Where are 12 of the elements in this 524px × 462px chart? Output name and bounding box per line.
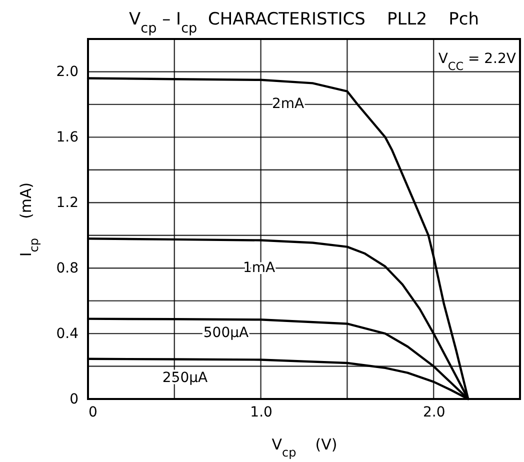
- chart-title: V$_{cp}$ – I$_{cp}$ CHARACTERISTICS PLL2 Pch: [128, 9, 480, 36]
- annotation: V$_{CC}$ = 2.2V: [438, 51, 516, 72]
- x-tick-label: 1.0: [250, 404, 272, 420]
- y-tick-label: 0: [70, 392, 78, 408]
- text: V$_{cp}$ (V): [272, 436, 338, 460]
- x-tick-label: 2.0: [422, 404, 446, 420]
- y-tick-label: 0.4: [56, 326, 79, 342]
- x-tick-label: 0: [88, 404, 98, 420]
- y-tick-label: 0.8: [56, 260, 78, 277]
- y-tick-label: 1.6: [56, 130, 79, 146]
- y-tick-label: 1.2: [56, 195, 78, 212]
- y-tick-label: 2.0: [56, 64, 78, 80]
